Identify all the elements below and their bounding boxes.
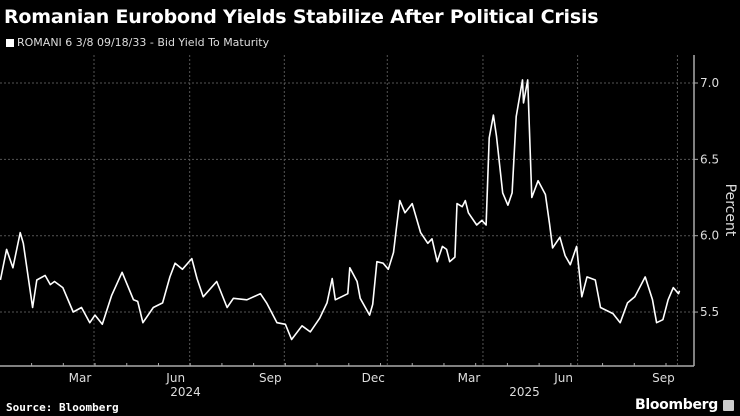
legend: ROMANI 6 3/8 09/18/33 - Bid Yield To Mat… <box>6 36 269 49</box>
x-tick-label: Jun <box>165 371 185 385</box>
y-tick-label: 6.5 <box>700 152 719 166</box>
x-tick-label: Sep <box>259 371 282 385</box>
y-axis-label: Percent <box>722 184 738 237</box>
x-tick-label: Mar <box>69 371 92 385</box>
legend-label: ROMANI 6 3/8 09/18/33 - Bid Yield To Mat… <box>17 36 270 49</box>
year-label: 2025 <box>509 385 540 399</box>
x-tick-label: Dec <box>362 371 385 385</box>
y-tick-label: 6.0 <box>700 229 719 243</box>
y-tick-label: 5.5 <box>700 305 719 319</box>
source-note: Source: Bloomberg <box>6 401 119 414</box>
year-label: 2024 <box>170 385 201 399</box>
bloomberg-logo: Bloomberg <box>634 397 718 413</box>
x-tick-label: Sep <box>652 371 675 385</box>
y-tick-label: 7.0 <box>700 76 719 90</box>
chart-title: Romanian Eurobond Yields Stabilize After… <box>4 6 599 28</box>
legend-swatch <box>6 38 14 47</box>
series-line <box>0 79 681 341</box>
bloomberg-logo-icon <box>723 400 734 411</box>
x-tick-label: Jun <box>553 371 573 385</box>
x-tick-label: Mar <box>458 371 481 385</box>
